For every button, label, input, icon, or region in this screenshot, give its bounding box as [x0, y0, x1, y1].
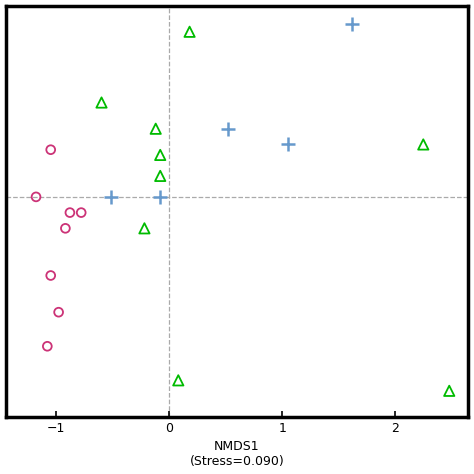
X-axis label: NMDS1
(Stress=0.090): NMDS1 (Stress=0.090) [190, 440, 284, 468]
Point [186, 28, 193, 36]
Point [62, 225, 69, 232]
Point [156, 172, 164, 180]
Point [446, 387, 453, 395]
Point [47, 146, 55, 154]
Point [77, 209, 85, 217]
Point [98, 99, 105, 106]
Point [348, 20, 356, 27]
Point [107, 193, 114, 201]
Point [32, 193, 40, 201]
Point [66, 209, 73, 217]
Point [156, 193, 164, 201]
Point [152, 125, 160, 133]
Point [141, 225, 148, 232]
Point [156, 151, 164, 159]
Point [174, 376, 182, 384]
Point [55, 309, 63, 316]
Point [284, 141, 292, 148]
Point [419, 141, 427, 148]
Point [224, 125, 232, 133]
Point [47, 272, 55, 279]
Point [44, 343, 51, 350]
